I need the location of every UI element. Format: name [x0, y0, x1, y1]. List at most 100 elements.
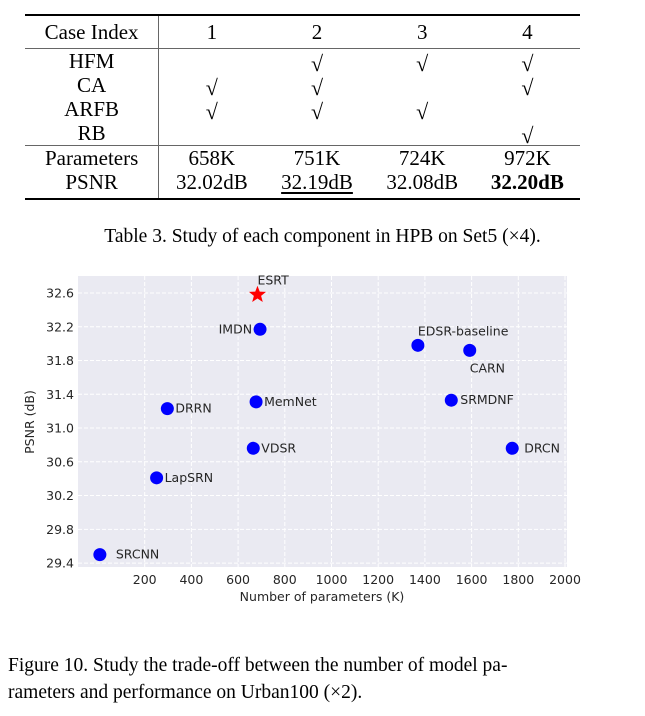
- row-label: Parameters: [25, 145, 160, 170]
- psnr-value-best: 32.20dB: [490, 170, 564, 194]
- plot-area: [78, 276, 567, 567]
- x-tick-label: 1600: [456, 572, 488, 587]
- check-mark: √: [310, 99, 324, 124]
- data-point-vdsr: VDSR: [246, 440, 296, 455]
- x-tick-label: 800: [273, 572, 297, 587]
- x-tick-label: 1000: [316, 572, 348, 587]
- header-case-1: 1: [206, 20, 218, 44]
- row-label: ARFB: [25, 97, 160, 121]
- row-label: RB: [25, 121, 160, 146]
- y-tick-label: 32.6: [46, 286, 74, 301]
- data-point-srmdnf: SRMDNF: [444, 392, 514, 407]
- circle-marker-icon: [253, 322, 267, 336]
- table-caption: Table 3. Study of each component in HPB …: [104, 226, 541, 247]
- row-label: PSNR: [25, 170, 160, 199]
- data-point-imdn: IMDN: [219, 321, 267, 336]
- scatter-chart: 200 400 600 800 1000 1200 1400 1600 1800 2000 29.…: [22, 273, 581, 604]
- point-label: ESRT: [257, 273, 289, 288]
- param-value: 751K: [264, 145, 370, 170]
- data-point-lapsrn: LapSRN: [150, 470, 213, 485]
- psnr-value: 32.08dB: [386, 170, 459, 194]
- figure-caption-line-2: rameters and performance on Urban100 (×2…: [8, 682, 363, 703]
- y-tick-label: 31.0: [46, 421, 74, 436]
- header-case-3: 3: [416, 20, 428, 44]
- data-point-edsr-baseline: EDSR-baseline: [411, 323, 509, 352]
- psnr-value-second-best: 32.19dB: [281, 170, 353, 194]
- data-point-drrn: DRRN: [160, 401, 212, 416]
- circle-marker-icon: [444, 393, 458, 407]
- psnr-value: 32.02dB: [175, 170, 248, 194]
- figure-caption: Figure 10. Study the trade-off between t…: [8, 652, 638, 706]
- x-tick-label: 400: [179, 572, 203, 587]
- point-label: CARN: [470, 360, 505, 375]
- y-tick-label: 30.2: [46, 488, 74, 503]
- table-row-ca: CA √ √ √: [25, 73, 580, 100]
- x-tick-label: 1800: [502, 572, 534, 587]
- x-tick-label: 600: [226, 572, 250, 587]
- star-marker-icon: [248, 285, 267, 302]
- y-tick-label: 31.8: [46, 353, 74, 368]
- table-row-parameters: Parameters 658K 751K 724K 972K: [25, 145, 580, 170]
- point-label: IMDN: [219, 321, 252, 336]
- table-header-row: Case Index 1 2 3 4: [25, 15, 580, 49]
- grid-lines: [78, 276, 567, 567]
- y-tick-label: 30.6: [46, 454, 74, 469]
- x-tick-label: 200: [133, 572, 157, 587]
- y-tick-label: 29.8: [46, 522, 74, 537]
- y-axis-label: PSNR (dB): [22, 390, 37, 454]
- component-study-table: Case Index 1 2 3 4 HFM √ √ √ CA √ √ √ AR…: [25, 14, 580, 200]
- param-value: 972K: [474, 145, 580, 170]
- check-mark: √: [521, 123, 534, 148]
- point-label: SRMDNF: [460, 392, 514, 407]
- param-value: 658K: [158, 145, 265, 170]
- table-row-psnr: PSNR 32.02dB 32.19dB 32.08dB 32.20dB: [25, 170, 580, 199]
- header-case-2: 2: [311, 20, 323, 44]
- check-mark: √: [416, 51, 429, 76]
- data-point-srcnn: SRCNN: [93, 547, 159, 562]
- y-tick-label: 31.4: [46, 387, 74, 402]
- circle-marker-icon: [411, 338, 425, 352]
- table-row-hfm: HFM √ √ √: [25, 48, 580, 76]
- figure-caption-line-1: Figure 10. Study the trade-off between t…: [8, 655, 508, 676]
- row-label: HFM: [25, 48, 160, 73]
- data-points: ESRT IMDN EDSR-baseline CARN DRRN MemNet SRMDN…: [93, 273, 560, 562]
- data-point-carn: CARN: [463, 343, 505, 375]
- point-label: MemNet: [264, 394, 317, 409]
- x-tick-label: 2000: [549, 572, 581, 587]
- check-mark: √: [205, 75, 218, 100]
- circle-marker-icon: [463, 343, 477, 357]
- check-mark: √: [521, 51, 534, 76]
- data-point-memnet: MemNet: [249, 394, 317, 409]
- table-row-arfb: ARFB √ √ √: [25, 97, 580, 124]
- check-mark: √: [205, 99, 218, 124]
- data-point-drcn: DRCN: [505, 440, 560, 455]
- point-label: LapSRN: [165, 470, 214, 485]
- y-axis-ticks: 29.4 29.8 30.2 30.6 31.0 31.4 31.8 32.2 32.6: [46, 286, 74, 571]
- y-tick-label: 29.4: [46, 556, 74, 571]
- x-axis-ticks: 200 400 600 800 1000 1200 1400 1600 1800 2000: [133, 572, 581, 587]
- y-tick-label: 32.2: [46, 319, 74, 334]
- x-axis-label: Number of parameters (K): [240, 589, 405, 604]
- circle-marker-icon: [150, 471, 164, 485]
- circle-marker-icon: [160, 402, 174, 416]
- circle-marker-icon: [246, 441, 260, 455]
- point-label: VDSR: [261, 440, 296, 455]
- circle-marker-icon: [249, 395, 263, 409]
- check-mark: √: [310, 51, 324, 76]
- x-tick-label: 1200: [362, 572, 394, 587]
- check-mark: √: [310, 75, 324, 100]
- circle-marker-icon: [93, 548, 107, 562]
- check-mark: √: [521, 75, 534, 100]
- point-label: DRCN: [524, 440, 560, 455]
- header-label: Case Index: [25, 15, 160, 49]
- data-point-esrt: ESRT: [248, 273, 289, 302]
- circle-marker-icon: [505, 441, 519, 455]
- header-case-4: 4: [522, 20, 533, 44]
- x-tick-label: 1400: [409, 572, 441, 587]
- table-row-rb: RB √: [25, 121, 580, 148]
- point-label: SRCNN: [116, 547, 159, 562]
- row-label: CA: [25, 73, 160, 97]
- point-label: EDSR-baseline: [418, 323, 509, 338]
- check-mark: √: [416, 99, 429, 124]
- point-label: DRRN: [175, 401, 211, 416]
